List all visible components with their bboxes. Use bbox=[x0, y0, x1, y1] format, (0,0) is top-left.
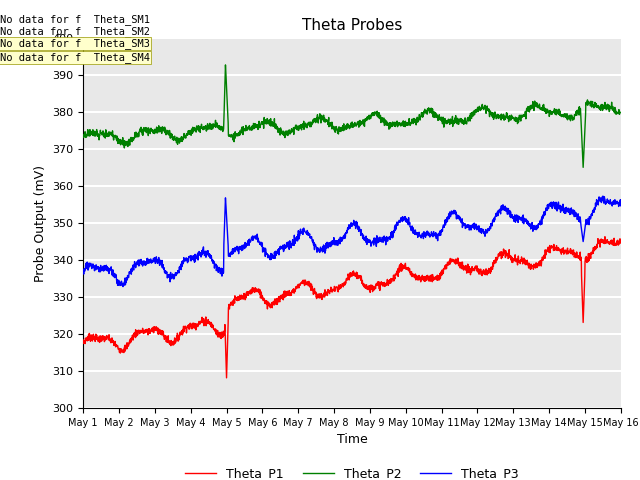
X-axis label: Time: Time bbox=[337, 433, 367, 446]
Theta_P2 bbox=[503, 114, 511, 120]
Theta_P1 bbox=[602, 238, 609, 244]
Theta_P1 bbox=[79, 337, 87, 343]
Theta_P1 bbox=[107, 336, 115, 342]
Y-axis label: Probe Output (mV): Probe Output (mV) bbox=[34, 165, 47, 282]
Theta_P2 bbox=[107, 131, 115, 137]
Theta_P3 bbox=[602, 201, 609, 207]
Theta_P3 bbox=[327, 240, 335, 246]
Theta_P3 bbox=[79, 269, 87, 275]
Theta_P3 bbox=[617, 197, 625, 203]
Theta_P1 bbox=[341, 282, 349, 288]
Theta_P2 bbox=[602, 103, 609, 108]
Text: No data for f  Theta_SM4: No data for f Theta_SM4 bbox=[0, 52, 150, 63]
Theta_P1 bbox=[601, 234, 609, 240]
Theta_P1 bbox=[617, 240, 625, 246]
Theta_P3 bbox=[119, 284, 127, 289]
Theta_P2 bbox=[221, 62, 229, 68]
Title: Theta Probes: Theta Probes bbox=[302, 18, 402, 33]
Text: No data for f  Theta_SM3: No data for f Theta_SM3 bbox=[0, 38, 150, 49]
Theta_P1 bbox=[602, 240, 609, 246]
Theta_P1 bbox=[503, 253, 511, 259]
Text: No data for f  Theta_SM1: No data for f Theta_SM1 bbox=[0, 14, 150, 25]
Theta_P1 bbox=[327, 287, 335, 292]
Theta_P2 bbox=[579, 165, 587, 170]
Line: Theta_P3: Theta_P3 bbox=[83, 196, 621, 287]
Legend: Theta_P1, Theta_P2, Theta_P3: Theta_P1, Theta_P2, Theta_P3 bbox=[180, 462, 524, 480]
Theta_P2 bbox=[79, 134, 87, 140]
Line: Theta_P1: Theta_P1 bbox=[83, 237, 621, 378]
Theta_P2 bbox=[341, 125, 349, 131]
Theta_P3 bbox=[602, 199, 609, 205]
Theta_P3 bbox=[107, 267, 115, 273]
Theta_P2 bbox=[617, 109, 625, 115]
Theta_P2 bbox=[327, 120, 335, 126]
Theta_P1 bbox=[223, 375, 230, 381]
Text: No data for f  Theta_SM2: No data for f Theta_SM2 bbox=[0, 26, 150, 37]
Theta_P3 bbox=[503, 205, 511, 211]
Theta_P3 bbox=[341, 236, 349, 241]
Theta_P3 bbox=[599, 193, 607, 199]
Theta_P2 bbox=[602, 104, 609, 109]
Line: Theta_P2: Theta_P2 bbox=[83, 65, 621, 168]
